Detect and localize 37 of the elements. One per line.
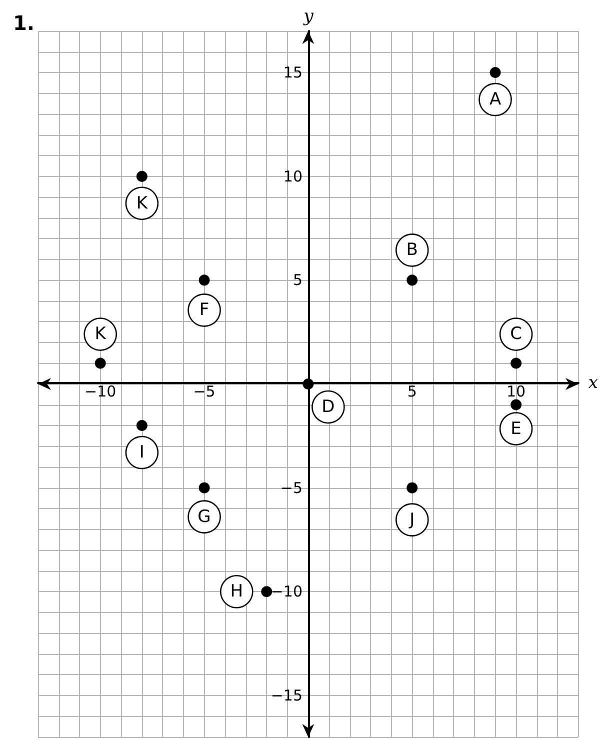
point — [406, 274, 418, 286]
annotation: K — [94, 324, 107, 344]
point — [302, 378, 314, 390]
y-tick-label: −15 — [270, 686, 302, 704]
y-tick-label: 15 — [283, 64, 302, 82]
annotation: D — [322, 397, 335, 417]
point — [406, 482, 418, 494]
annotation: I — [139, 442, 144, 463]
point — [94, 358, 106, 369]
y-axis-title: y — [302, 6, 314, 26]
annotation: E — [510, 418, 522, 439]
point — [136, 420, 148, 432]
annotation: A — [489, 90, 502, 110]
annotation: F — [199, 300, 210, 320]
y-tick-label: 10 — [283, 167, 302, 186]
point — [261, 586, 272, 598]
x-tick-label: −5 — [193, 382, 216, 400]
annotation: B — [406, 240, 418, 260]
point — [136, 170, 148, 182]
y-tick-label: −10 — [270, 582, 302, 601]
annotation: K — [136, 193, 148, 214]
point — [198, 482, 210, 494]
x-tick-label: 5 — [407, 382, 417, 400]
point — [510, 358, 522, 369]
annotation: H — [230, 582, 244, 602]
annotation: C — [510, 324, 522, 344]
chart-title: 1. — [13, 11, 35, 35]
annotation: J — [408, 510, 415, 530]
x-tick-label: 10 — [506, 382, 526, 400]
annotation: G — [198, 506, 211, 527]
point — [198, 274, 210, 286]
y-tick-label: −5 — [280, 478, 302, 497]
x-tick-label: −10 — [84, 382, 116, 400]
point — [490, 67, 501, 78]
y-tick-label: 5 — [292, 271, 302, 290]
point — [510, 399, 522, 410]
x-axis-title: x — [588, 373, 598, 393]
